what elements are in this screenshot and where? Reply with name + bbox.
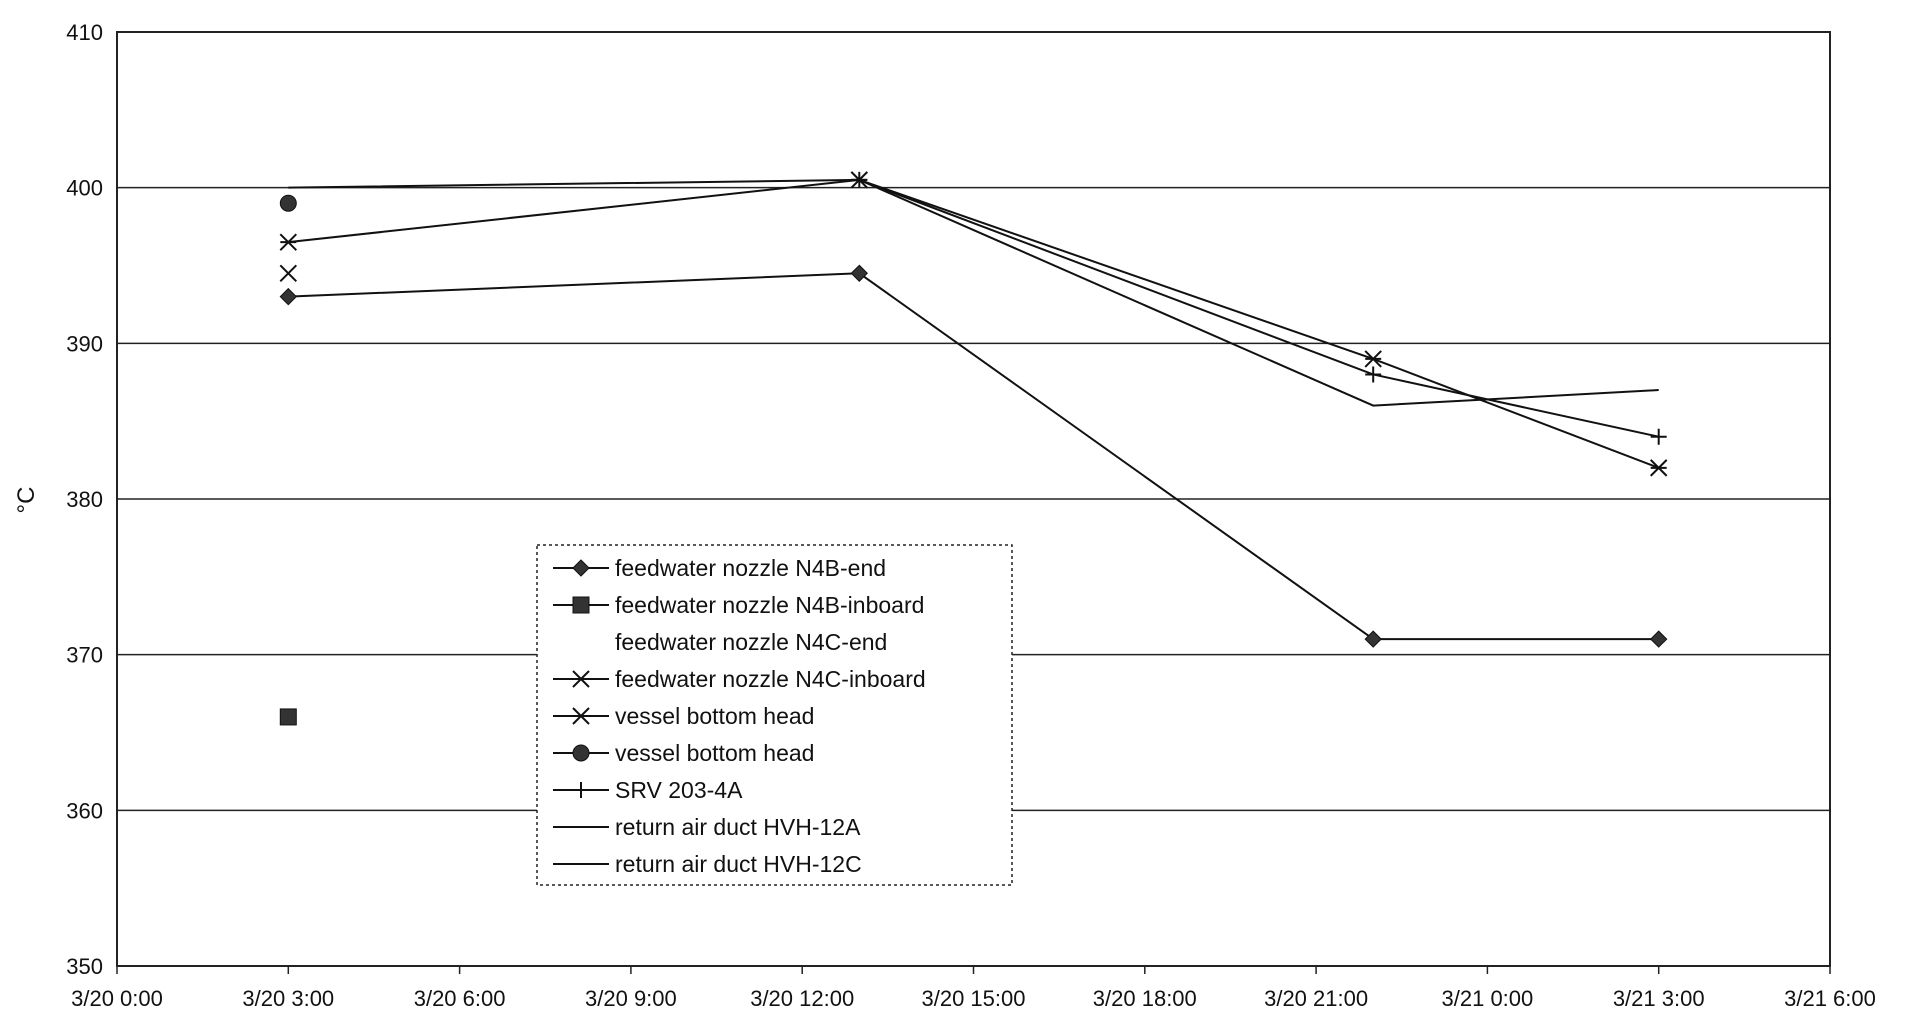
x-tick-labels: 3/20 0:00 3/20 3:00 3/20 6:00 3/20 9:00 3/20… bbox=[71, 986, 1876, 1011]
series-line bbox=[858, 178, 1659, 438]
legend-label: feedwater nozzle N4C-end bbox=[615, 629, 887, 655]
x-tick-label: 3/20 12:00 bbox=[750, 986, 854, 1011]
x-tick-label: 3/21 3:00 bbox=[1613, 986, 1705, 1011]
marker-diamond bbox=[850, 264, 869, 282]
x-tick-label: 3/20 15:00 bbox=[922, 986, 1026, 1011]
grid-lines bbox=[116, 186, 1831, 974]
legend-label: feedwater nozzle N4B-inboard bbox=[615, 592, 924, 618]
marker-x bbox=[279, 264, 298, 282]
legend-label: return air duct HVH-12C bbox=[615, 851, 862, 877]
series-lines bbox=[288, 178, 1660, 641]
legend-label: vessel bottom head bbox=[615, 740, 814, 766]
marker-circle bbox=[572, 744, 590, 762]
legend-box bbox=[536, 544, 1013, 886]
marker-diamond bbox=[1364, 630, 1382, 648]
y-tick-label: 400 bbox=[66, 176, 103, 201]
x-tick-label: 3/20 3:00 bbox=[242, 986, 334, 1011]
marker-diamond bbox=[572, 559, 590, 577]
y-tick-label: 380 bbox=[66, 487, 103, 512]
legend-label: SRV 203-4A bbox=[615, 777, 743, 803]
legend-label: vessel bottom head bbox=[615, 703, 814, 729]
y-tick-label: 390 bbox=[66, 331, 103, 356]
x-tick-label: 3/20 0:00 bbox=[71, 986, 163, 1011]
y-tick-label: 350 bbox=[66, 954, 103, 979]
marker-asterisk bbox=[572, 707, 590, 725]
marker-asterisk bbox=[1364, 350, 1382, 368]
marker-asterisk bbox=[279, 233, 298, 251]
x-tick-label: 3/20 6:00 bbox=[414, 986, 506, 1011]
y-tick-label: 370 bbox=[66, 643, 103, 668]
marker-square bbox=[279, 708, 297, 726]
y-tick-labels: 350 360 370 380 390 400 410 bbox=[66, 20, 103, 979]
x-tick-label: 3/20 9:00 bbox=[585, 986, 677, 1011]
legend: feedwater nozzle N4B-end feedwater nozzle… bbox=[536, 544, 1013, 886]
marker-diamond bbox=[279, 287, 298, 306]
y-tick-label: 410 bbox=[66, 20, 103, 45]
series-line bbox=[288, 178, 1660, 469]
legend-label: feedwater nozzle N4C-inboard bbox=[615, 666, 926, 692]
legend-items: feedwater nozzle N4B-end feedwater nozzle… bbox=[553, 555, 926, 877]
series-markers bbox=[279, 171, 1668, 726]
marker-x bbox=[572, 670, 590, 688]
marker-plus bbox=[1650, 428, 1667, 445]
marker-square bbox=[572, 596, 590, 614]
y-tick-label: 360 bbox=[66, 798, 103, 823]
x-tick-label: 3/21 6:00 bbox=[1784, 986, 1876, 1011]
series-line bbox=[288, 272, 1659, 641]
marker-plus bbox=[851, 171, 868, 188]
legend-label: feedwater nozzle N4B-end bbox=[615, 555, 886, 581]
marker-diamond bbox=[1649, 630, 1668, 648]
series-line bbox=[288, 178, 1659, 407]
marker-circle bbox=[279, 194, 297, 212]
legend-label: return air duct HVH-12A bbox=[615, 814, 861, 840]
x-tick-label: 3/20 21:00 bbox=[1264, 986, 1368, 1011]
marker-plus bbox=[1365, 366, 1382, 383]
x-tick-label: 3/20 18:00 bbox=[1093, 986, 1197, 1011]
x-tick-label: 3/21 0:00 bbox=[1442, 986, 1534, 1011]
marker-plus bbox=[573, 782, 589, 798]
y-axis-title: °C bbox=[13, 487, 40, 514]
marker-asterisk bbox=[1649, 459, 1668, 477]
